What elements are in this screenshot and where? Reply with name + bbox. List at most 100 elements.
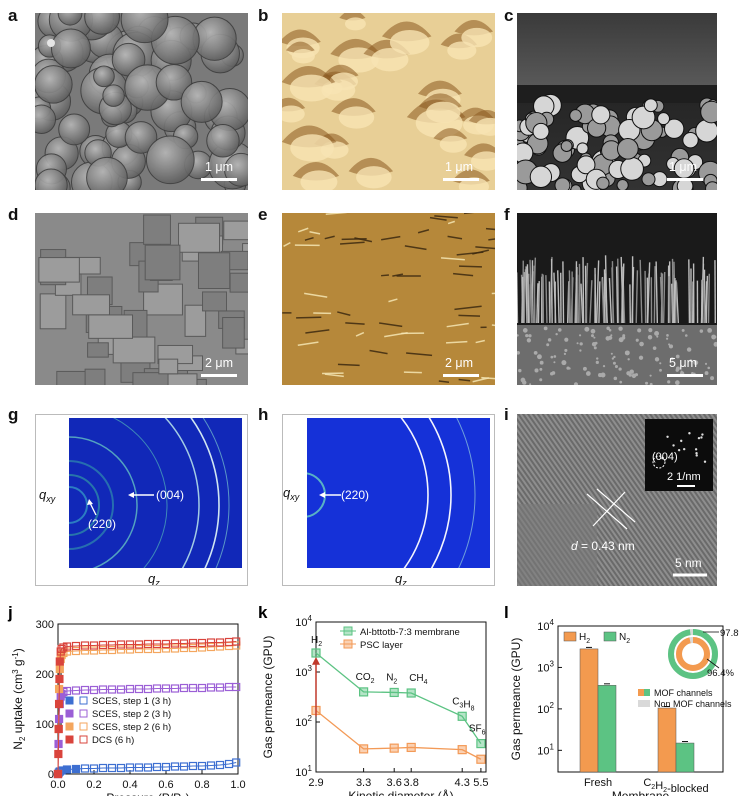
data-point-j	[71, 646, 81, 656]
data-point-k	[389, 687, 399, 698]
legend-marker-k	[343, 639, 353, 649]
scalebar-c	[667, 178, 703, 181]
data-point-j	[54, 724, 63, 734]
data-point-j	[89, 685, 99, 695]
data-point-k	[389, 743, 399, 753]
panel-letter-j: j	[7, 603, 13, 622]
donut-legend-marker	[638, 700, 650, 707]
scale-text-f: 5 μm	[669, 356, 698, 370]
scalebar-d	[201, 374, 237, 377]
panel-letter-l: l	[504, 603, 509, 622]
data-point-j	[116, 685, 126, 694]
data-point-k	[358, 687, 369, 697]
data-point-j	[161, 684, 171, 693]
legend-marker-l	[563, 631, 577, 642]
scale-text-c: 1 μm	[669, 160, 698, 174]
legend-label-j: SCES, step 1 (3 h)	[92, 696, 171, 707]
ytick-label-j: 200	[36, 669, 54, 681]
panel-letter-a: a	[8, 6, 18, 25]
data-point-j	[170, 684, 180, 693]
legend-marker-j	[65, 735, 74, 744]
data-point-j	[206, 683, 216, 692]
legend-label-l: H2	[579, 632, 590, 645]
inset-scale-text: 2 1/nm	[667, 471, 701, 483]
scalebar-f	[667, 374, 703, 377]
data-point-j	[215, 638, 225, 647]
data-point-j	[232, 682, 241, 692]
xtick-label-j: 0.4	[122, 779, 137, 791]
axis-qz-h: qz	[395, 571, 407, 586]
sem-texture-a	[35, 13, 248, 190]
ytick-label-l: 102	[537, 701, 554, 716]
data-point-j	[107, 640, 117, 650]
series-line-j	[57, 641, 237, 775]
donut-legend-label: MOF channels	[654, 688, 713, 698]
data-point-j	[98, 763, 108, 773]
data-point-j	[80, 641, 90, 650]
ytick-label-l: 101	[537, 742, 554, 757]
legend-label-j: SCES, step 2 (6 h)	[92, 722, 171, 733]
ylabel-j: N2 uptake (cm3 g-1)	[11, 648, 27, 749]
category-label-l: Fresh	[584, 777, 612, 789]
ytick-label-l: 103	[537, 659, 554, 674]
data-point-j	[197, 643, 207, 652]
data-point-k	[457, 745, 467, 755]
data-point-j	[170, 639, 180, 648]
peak-label-g-004: (004)	[156, 488, 184, 502]
data-point-j	[188, 761, 198, 771]
data-point-j	[197, 761, 207, 771]
legend-label-k: Al-bttotb-7:3 membrane	[360, 627, 460, 638]
afm-texture-e	[282, 213, 495, 385]
data-point-j	[71, 764, 81, 774]
data-point-j	[107, 685, 117, 694]
data-point-j	[53, 769, 63, 779]
data-point-j	[206, 638, 216, 647]
data-point-j	[143, 644, 153, 654]
tem-image-i: (004) 2 1/nm d = 0.43 nm 5 nm	[517, 414, 717, 586]
data-point-j	[71, 641, 81, 651]
panel-letter-k: k	[258, 603, 268, 622]
xtick-label-j: 0.2	[86, 779, 101, 791]
data-point-j	[188, 683, 198, 693]
donut-label-outer: 97.8%	[720, 628, 739, 639]
data-point-j	[55, 674, 64, 684]
data-point-j	[98, 645, 108, 655]
data-point-j	[197, 683, 207, 693]
data-point-j	[161, 644, 171, 653]
data-point-k	[476, 738, 486, 749]
sem-cross-section-f	[517, 213, 717, 385]
giwaxs-pattern-h: (220) qxy qz	[283, 418, 490, 586]
legend-label-j: SCES, step 2 (3 h)	[92, 709, 171, 720]
xtick-label-k: 4.3	[455, 777, 470, 789]
data-point-j	[232, 637, 241, 646]
data-point-j	[134, 640, 144, 649]
panel-letter-i: i	[504, 405, 509, 424]
ytick-label-l: 104	[537, 618, 554, 633]
xtick-label-j: 0.0	[50, 779, 65, 791]
cross-section-texture-c	[517, 13, 717, 190]
xtick-label-j: 0.6	[158, 779, 173, 791]
data-point-j	[125, 640, 135, 649]
xtick-label-k: 3.3	[356, 777, 371, 789]
legend-marker-open-j	[79, 735, 88, 744]
panel-letter-d: d	[8, 205, 19, 224]
bar-l	[657, 707, 677, 773]
data-point-j	[179, 639, 189, 648]
series-line-k	[315, 709, 482, 760]
legend-marker-j	[65, 696, 74, 705]
legend-label-l: N2	[619, 632, 630, 645]
data-point-j	[215, 760, 225, 770]
data-point-j	[161, 762, 171, 772]
xtick-label-k: 3.8	[404, 777, 419, 789]
chart-j: j 0 100 200 300 0.0 0.2 0.4 0.6 0.8 1.0 Pressure (…	[7, 603, 246, 796]
legend-marker-l	[603, 631, 617, 642]
arrow-head-k	[312, 656, 320, 665]
data-point-j	[71, 686, 81, 695]
data-point-j	[62, 686, 72, 696]
peak-label-h-220: (220)	[341, 488, 369, 502]
data-point-j	[80, 685, 90, 695]
legend-label-k: PSC layer	[360, 640, 403, 651]
d-spacing-label: d = 0.43 nm	[571, 539, 635, 553]
data-point-k	[457, 711, 467, 721]
panel-letter-e: e	[258, 205, 268, 224]
